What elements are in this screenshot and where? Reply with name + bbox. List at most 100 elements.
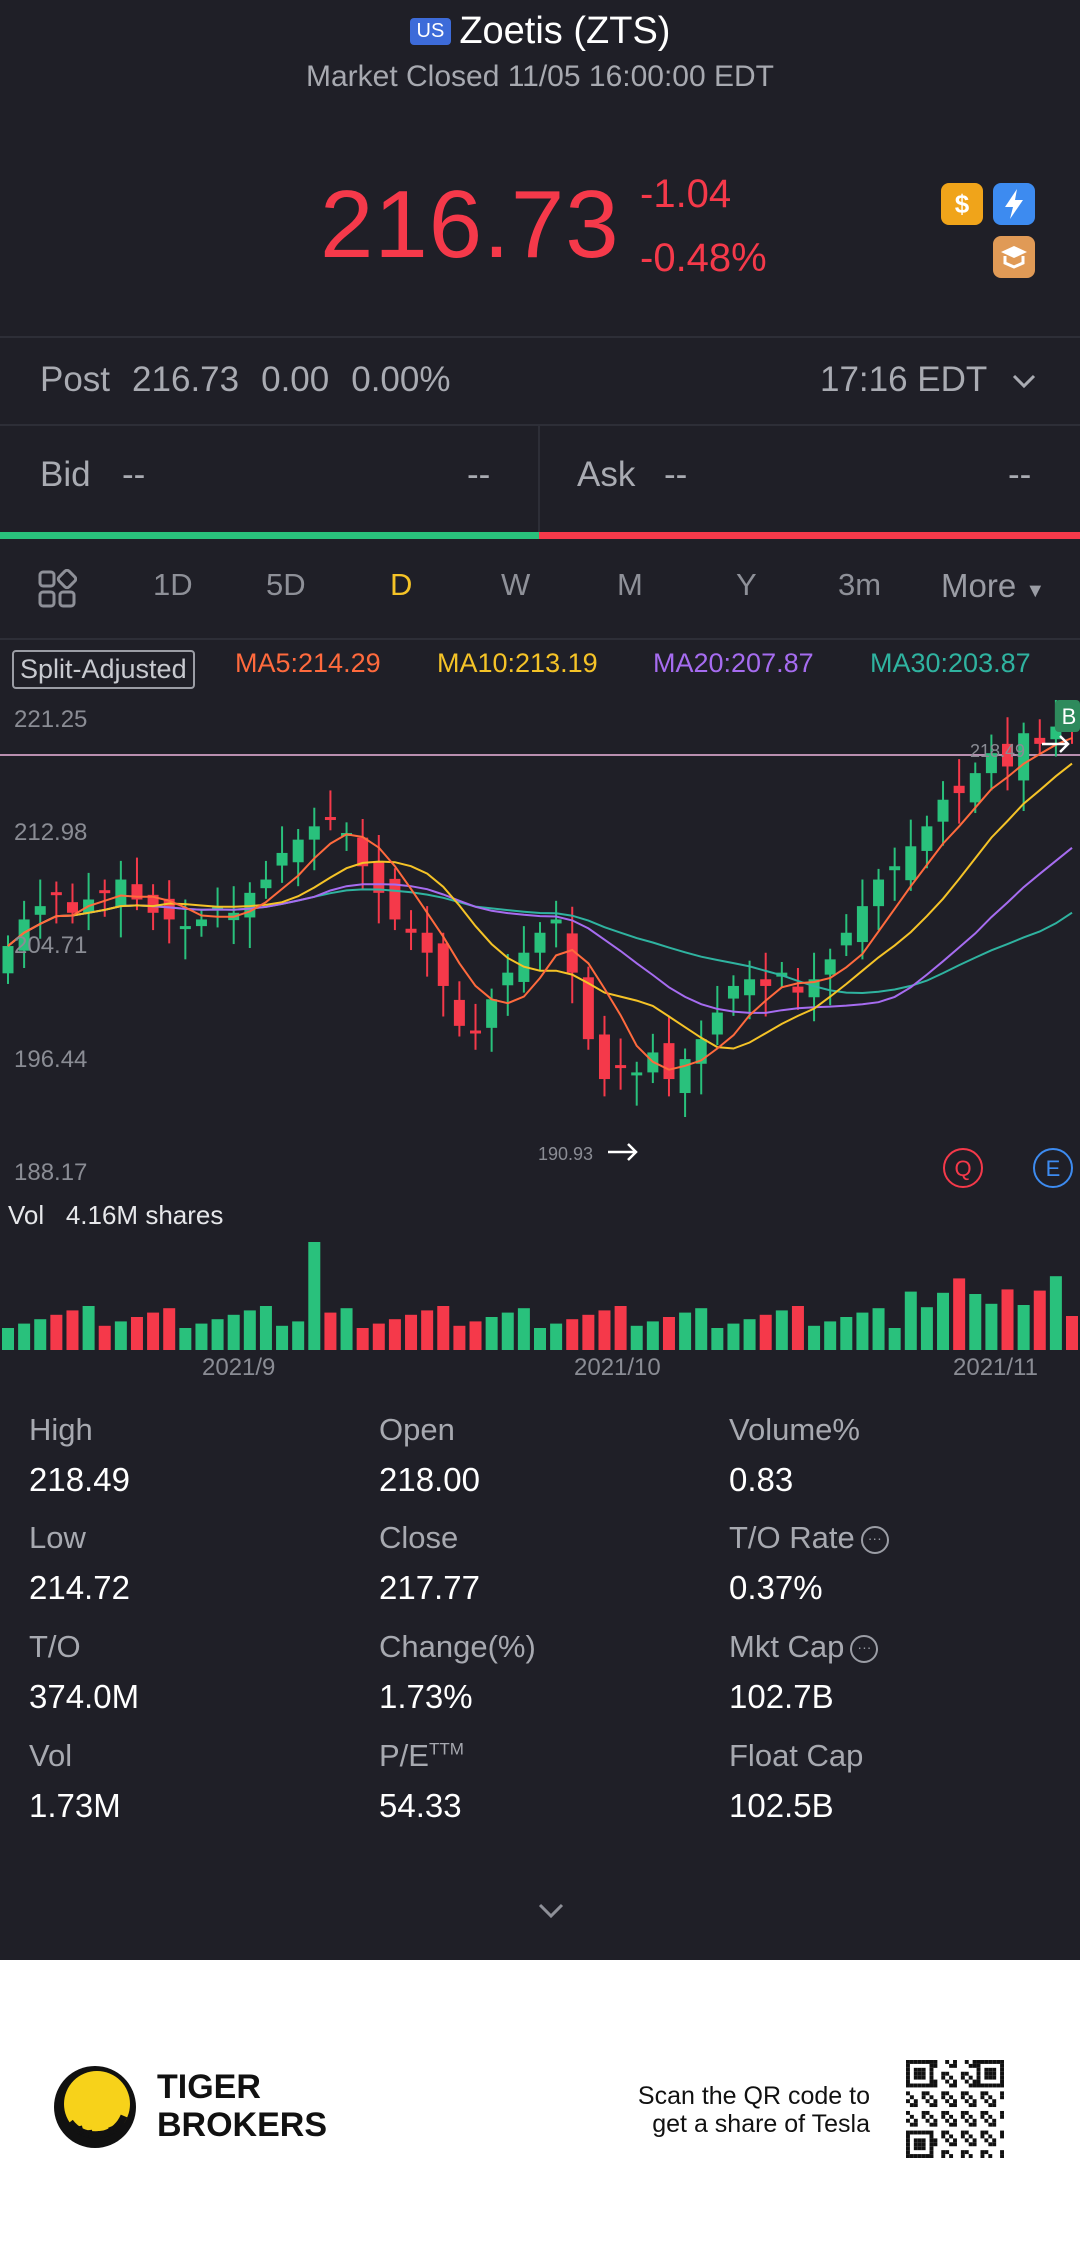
candle-body bbox=[470, 1030, 482, 1034]
candle-body bbox=[598, 1034, 610, 1080]
buy-point-badge[interactable] bbox=[1055, 700, 1080, 732]
volume-bar bbox=[195, 1323, 208, 1350]
lightning-icon[interactable] bbox=[993, 183, 1035, 225]
candle-body bbox=[405, 928, 417, 933]
stat-label-high: High bbox=[29, 1412, 93, 1447]
volume-bar bbox=[469, 1321, 482, 1350]
y-axis-label-2: 212.98 bbox=[14, 819, 88, 846]
candle-body bbox=[195, 919, 207, 927]
volume-bar bbox=[743, 1319, 756, 1350]
ask-label: Ask bbox=[577, 455, 636, 494]
dollar-icon[interactable]: $ bbox=[941, 183, 983, 225]
volume-bar bbox=[566, 1319, 579, 1350]
candle-body bbox=[615, 1065, 627, 1069]
candle-body bbox=[695, 1039, 707, 1064]
qr-code[interactable] bbox=[906, 2060, 1004, 2158]
volume-bar bbox=[759, 1314, 772, 1350]
stat-label-close: Close bbox=[379, 1520, 459, 1555]
volume-bar bbox=[791, 1306, 804, 1350]
e-badge-icon[interactable] bbox=[1033, 1148, 1073, 1188]
candle-body bbox=[663, 1043, 675, 1080]
candle-body bbox=[566, 933, 578, 973]
market-status: Market Closed 11/05 16:00:00 EDT bbox=[305, 60, 775, 93]
volume-bar bbox=[711, 1328, 724, 1350]
candle-body bbox=[453, 999, 465, 1026]
divider bbox=[0, 638, 1080, 640]
candle-body bbox=[582, 977, 594, 1040]
volume-chart[interactable] bbox=[0, 1230, 1080, 1350]
vol-label: Vol bbox=[8, 1200, 45, 1230]
volume-bar bbox=[243, 1310, 256, 1350]
volume-bar bbox=[1017, 1305, 1030, 1350]
x-axis-label-2: 2021/10 bbox=[574, 1354, 661, 1381]
volume-bar bbox=[308, 1242, 321, 1350]
learn-icon[interactable] bbox=[993, 236, 1035, 278]
ma20-line bbox=[7, 847, 1073, 1014]
volume-bar bbox=[388, 1319, 401, 1350]
share-footer: TIGER BROKERS Scan the QR code to get a … bbox=[0, 1960, 1080, 2262]
candle-body bbox=[324, 817, 336, 821]
tab-m[interactable]: M bbox=[617, 567, 643, 602]
candle-body bbox=[969, 773, 981, 803]
y-axis-label-3: 204.71 bbox=[14, 932, 88, 959]
volume-bar bbox=[147, 1312, 160, 1350]
volume-bar bbox=[179, 1328, 192, 1350]
tab-1d[interactable]: 1D bbox=[153, 567, 193, 602]
candle-body bbox=[147, 894, 159, 913]
post-change: 0.00 bbox=[261, 360, 330, 399]
q-badge-icon[interactable] bbox=[943, 1148, 983, 1188]
y-axis-label-1: 221.25 bbox=[14, 706, 88, 733]
volume-bar bbox=[662, 1317, 675, 1350]
volume-legend: Vol 4.16M shares bbox=[8, 1200, 223, 1231]
stat-label-float-cap: Float Cap bbox=[729, 1738, 864, 1773]
info-icon[interactable]: ··· bbox=[850, 1634, 879, 1663]
bid-price: -- bbox=[122, 455, 146, 494]
y-axis-label-5: 188.17 bbox=[14, 1159, 88, 1186]
info-icon[interactable]: ··· bbox=[860, 1525, 889, 1554]
volume-bar bbox=[840, 1317, 853, 1350]
candle-body bbox=[985, 753, 997, 774]
volume-bar bbox=[904, 1291, 917, 1350]
stat-value-vol: 1.73M bbox=[29, 1787, 121, 1824]
tiger-brokers-logo-icon bbox=[54, 2066, 136, 2148]
layout-grid-icon[interactable] bbox=[37, 568, 78, 617]
candle-body bbox=[131, 884, 143, 900]
candle-body bbox=[163, 898, 175, 920]
candle-body bbox=[760, 979, 772, 986]
stat-label-pe: P/ETTM bbox=[379, 1738, 464, 1773]
post-time-selector[interactable]: 17:16 EDT bbox=[820, 360, 1038, 400]
candle-body bbox=[212, 906, 224, 911]
high-marker-label: 218.49 bbox=[970, 741, 1025, 761]
x-axis-label-1: 2021/9 bbox=[202, 1354, 276, 1381]
expand-chevron-icon[interactable] bbox=[536, 1900, 566, 1925]
volume-bar bbox=[856, 1312, 869, 1350]
split-adjusted-toggle[interactable]: Split-Adjusted bbox=[12, 650, 195, 689]
stat-value-float-cap: 102.5B bbox=[729, 1787, 834, 1824]
stat-value-pe: 54.33 bbox=[379, 1787, 462, 1824]
candle-body bbox=[421, 932, 433, 953]
volume-bar bbox=[163, 1308, 176, 1350]
bid-volume-bar bbox=[0, 532, 539, 539]
x-axis-label-3: 2021/11 bbox=[953, 1354, 1038, 1381]
tab-5d[interactable]: 5D bbox=[266, 567, 306, 602]
candle-body bbox=[953, 785, 965, 794]
candle-body bbox=[727, 985, 739, 999]
stat-label-mkt-cap: Mkt Cap ··· bbox=[729, 1629, 879, 1665]
tab-d[interactable]: D bbox=[390, 567, 413, 602]
volume-bar bbox=[356, 1328, 369, 1350]
volume-bar bbox=[679, 1312, 692, 1350]
volume-bar bbox=[614, 1306, 627, 1350]
ma20-label: MA20:207.87 bbox=[653, 648, 814, 678]
volume-bar bbox=[34, 1319, 47, 1350]
candle-body bbox=[711, 1012, 723, 1035]
tab-w[interactable]: W bbox=[501, 567, 531, 602]
candlestick-chart[interactable]: 218.49 190.93 Q E B bbox=[0, 690, 1080, 1200]
divider bbox=[0, 424, 1080, 426]
tab-y[interactable]: Y bbox=[736, 567, 757, 602]
volume-bar bbox=[1001, 1289, 1014, 1350]
pe-superscript: TTM bbox=[428, 1739, 464, 1759]
tab-3m[interactable]: 3m bbox=[838, 567, 882, 602]
post-market-row: Post 216.73 0.00 0.00% bbox=[40, 360, 472, 400]
tab-more[interactable]: More ▼ bbox=[941, 567, 1046, 604]
candle-body bbox=[1002, 743, 1014, 767]
